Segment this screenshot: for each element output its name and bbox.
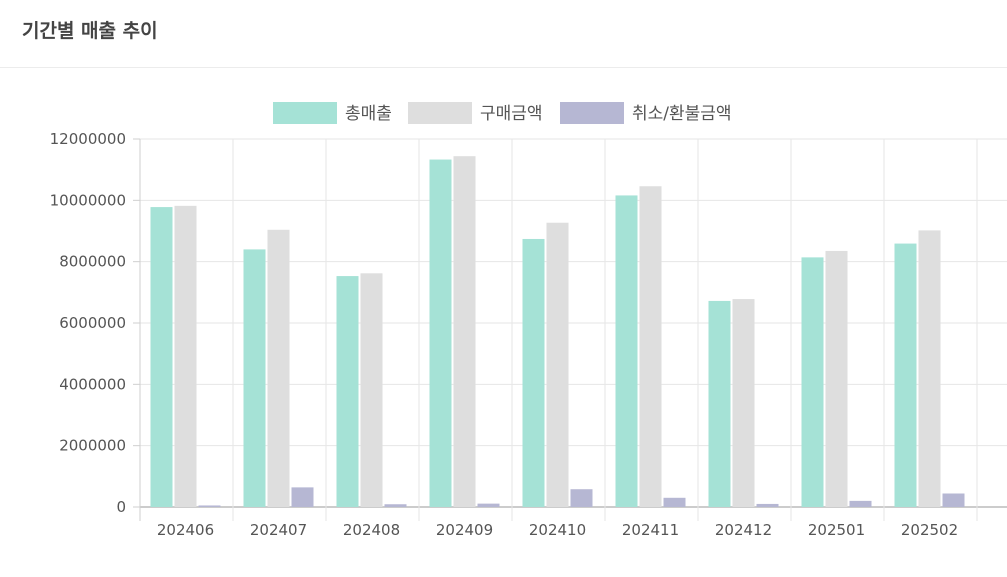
bar-refund-amount — [384, 504, 407, 507]
legend-label: 총매출 — [345, 104, 392, 124]
x-tick-label: 202410 — [529, 521, 586, 539]
bar-total-sales — [615, 195, 638, 507]
legend-label: 취소/환불금액 — [632, 104, 732, 124]
x-tick-label: 202407 — [250, 521, 307, 539]
legend-swatch — [273, 102, 337, 124]
legend-label: 구매금액 — [480, 104, 543, 124]
y-tick-label: 2000000 — [59, 437, 126, 455]
bar-refund-amount — [663, 497, 686, 507]
bar-purchase-amount — [825, 250, 848, 507]
bar-total-sales — [336, 276, 359, 507]
x-tick-label: 202406 — [157, 521, 214, 539]
bar-purchase-amount — [639, 186, 662, 507]
bar-total-sales — [894, 243, 917, 507]
bar-refund-amount — [942, 493, 965, 507]
x-tick-label: 202411 — [622, 521, 679, 539]
bar-total-sales — [522, 238, 545, 507]
x-tick-label: 202409 — [436, 521, 493, 539]
bar-purchase-amount — [174, 205, 197, 507]
bar-purchase-amount — [267, 229, 290, 508]
x-tick-label: 202412 — [715, 521, 772, 539]
bar-purchase-amount — [918, 230, 941, 508]
bar-purchase-amount — [732, 299, 755, 507]
legend-swatch — [560, 102, 624, 124]
page-title: 기간별 매출 추이 — [22, 20, 158, 42]
y-tick-label: 8000000 — [59, 253, 126, 271]
bar-purchase-amount — [453, 156, 476, 507]
bar-total-sales — [429, 159, 452, 507]
bar-refund-amount — [477, 503, 500, 507]
bar-refund-amount — [756, 503, 779, 507]
panel-header: 기간별 매출 추이 — [0, 0, 1007, 68]
y-tick-label: 6000000 — [59, 314, 126, 332]
bar-total-sales — [150, 207, 173, 507]
sales-trend-chart: 0 2000000 4000000 6000000 8000000 10000000 120… — [50, 102, 1007, 539]
y-tick-label: 4000000 — [59, 375, 126, 393]
bar-refund-amount — [570, 489, 593, 507]
bar-refund-amount — [849, 500, 872, 507]
x-tick-label: 202502 — [901, 521, 958, 539]
y-tick-label: 10000000 — [50, 191, 126, 209]
bar-total-sales — [243, 249, 266, 507]
x-tick-label: 202501 — [808, 521, 865, 539]
bar-purchase-amount — [546, 222, 569, 507]
chart-container: 0 2000000 4000000 6000000 8000000 10000000 120… — [0, 69, 1007, 577]
y-tick-label: 0 — [116, 498, 126, 516]
bar-purchase-amount — [360, 273, 383, 507]
bar-total-sales — [801, 257, 824, 507]
bar-total-sales — [708, 300, 731, 507]
bar-refund-amount — [291, 487, 314, 507]
y-tick-label: 12000000 — [50, 130, 126, 148]
x-tick-label: 202408 — [343, 521, 400, 539]
legend-swatch — [408, 102, 472, 124]
bar-refund-amount — [198, 505, 221, 507]
